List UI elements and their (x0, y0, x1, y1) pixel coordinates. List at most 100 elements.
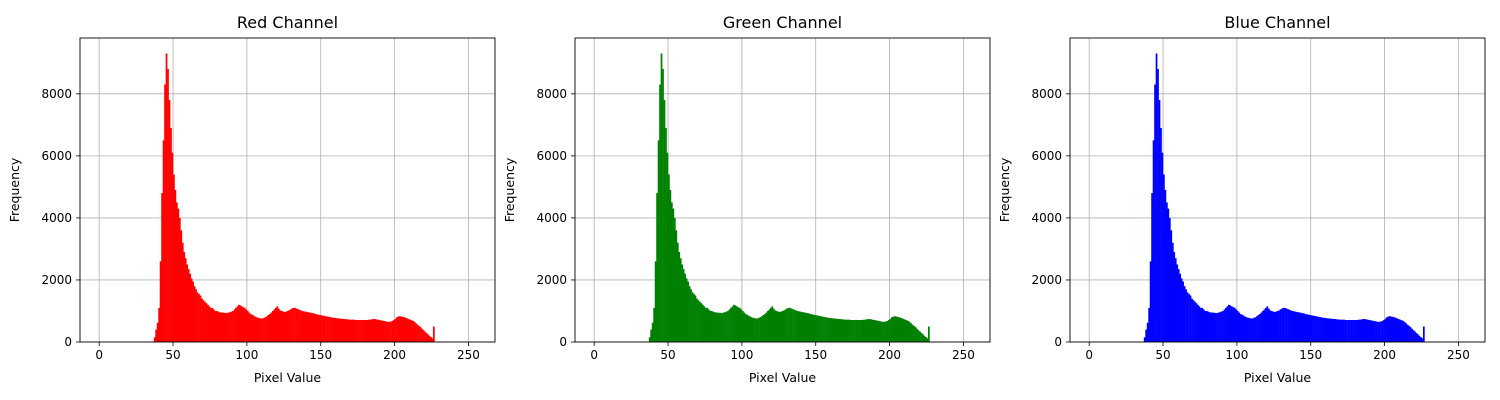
histogram-bar (1145, 329, 1148, 342)
histogram-bar (342, 319, 345, 342)
histogram-bar (1335, 319, 1338, 342)
histogram-bar (1393, 317, 1396, 342)
histogram-bar (180, 230, 183, 342)
histogram-bar (367, 319, 370, 342)
histogram-bar (357, 319, 360, 342)
histogram-bar (1340, 319, 1342, 342)
histogram-bar (758, 317, 760, 342)
histogram-bar (1180, 278, 1183, 342)
histogram-bar (331, 317, 333, 342)
histogram-bar (153, 337, 156, 342)
histogram-bar (413, 321, 416, 342)
histogram-bar (761, 316, 763, 342)
histogram-bar (325, 316, 327, 342)
histogram-bar (710, 310, 713, 342)
histogram-bar (733, 304, 735, 342)
histogram-bar (428, 335, 431, 342)
histogram-bar (843, 319, 846, 342)
histogram-bar (294, 307, 296, 342)
histogram-bar (874, 320, 877, 342)
histogram-bar (390, 321, 392, 342)
x-tick-label: 200 (383, 348, 406, 362)
histogram-bar (706, 307, 709, 342)
histogram-bar (365, 319, 367, 342)
histogram-bar (360, 319, 363, 342)
histogram-bar (422, 330, 425, 342)
histogram-bar (1235, 309, 1238, 342)
histogram-bar (1182, 281, 1184, 342)
histogram-bar (1421, 338, 1424, 342)
x-tick-label: 50 (165, 348, 180, 362)
histogram-bar (1250, 318, 1252, 342)
histogram-bar (829, 317, 831, 342)
histogram-bar (1158, 100, 1161, 342)
histogram-bar (681, 264, 684, 342)
histogram-bar (1291, 310, 1294, 342)
histogram-bar (840, 319, 843, 342)
histogram-bar (1228, 304, 1230, 342)
histogram-bar (280, 310, 283, 342)
x-axis-label: Pixel Value (749, 370, 817, 385)
histogram-bar (704, 307, 707, 342)
histogram-bar (666, 152, 669, 342)
histogram-bar (1251, 318, 1254, 342)
y-tick-label: 0 (559, 335, 567, 349)
histogram-bar (430, 337, 432, 342)
histogram-bar (1278, 310, 1280, 342)
histogram-bar (336, 318, 339, 342)
histogram-bar (1146, 322, 1149, 342)
histogram-bar (827, 317, 830, 342)
histogram-bar (896, 316, 899, 342)
y-tick-label: 6000 (1031, 149, 1062, 163)
histogram-bar (728, 309, 731, 342)
histogram-bar (295, 308, 298, 342)
histogram-bar (322, 315, 324, 342)
histogram-bar (1397, 319, 1400, 342)
histogram-bar (805, 312, 808, 342)
histogram-bar (861, 319, 864, 342)
histogram-bar (282, 311, 285, 342)
histogram-bar (258, 318, 261, 342)
histogram-bar (678, 252, 681, 342)
x-tick-label: 150 (309, 348, 332, 362)
histogram-bar (1396, 318, 1399, 342)
histogram-bar (252, 315, 255, 342)
histogram-bar (164, 84, 166, 342)
histogram-bar (351, 319, 354, 342)
histogram-bar (399, 316, 401, 342)
histogram-bar (1406, 324, 1409, 342)
histogram-bar (1298, 312, 1301, 342)
histogram-bar (192, 281, 194, 342)
histogram-bar (297, 309, 299, 342)
histogram-bar (898, 317, 901, 342)
histogram-bar (1389, 316, 1391, 342)
y-tick-label: 0 (1054, 335, 1062, 349)
histogram-bar (787, 307, 790, 342)
histogram-bar (715, 312, 718, 342)
histogram-bar (920, 333, 923, 342)
x-tick-label: 200 (1373, 348, 1396, 362)
histogram-bar (409, 319, 412, 342)
histogram-bar (274, 307, 277, 342)
histogram-bar (168, 100, 171, 342)
histogram-bar (432, 326, 435, 342)
histogram-bar (223, 312, 225, 342)
histogram-bar (1357, 319, 1360, 342)
histogram-bar (814, 315, 816, 342)
histogram-bar (1334, 319, 1337, 342)
histogram-bar (1344, 319, 1347, 342)
histogram-bar (657, 140, 660, 342)
histogram-bar (421, 328, 423, 342)
histogram-bar (783, 310, 785, 342)
histogram-bar (394, 318, 397, 342)
y-tick-label: 6000 (41, 149, 72, 163)
histogram-bar (762, 315, 765, 342)
histogram-bar (1264, 307, 1267, 342)
histogram-bar (876, 320, 879, 342)
y-tick-label: 4000 (1031, 211, 1062, 225)
histogram-bar (1267, 308, 1270, 342)
histogram-bar (1352, 319, 1354, 342)
histogram-bar (1201, 307, 1204, 342)
histogram-bar (1306, 314, 1309, 342)
